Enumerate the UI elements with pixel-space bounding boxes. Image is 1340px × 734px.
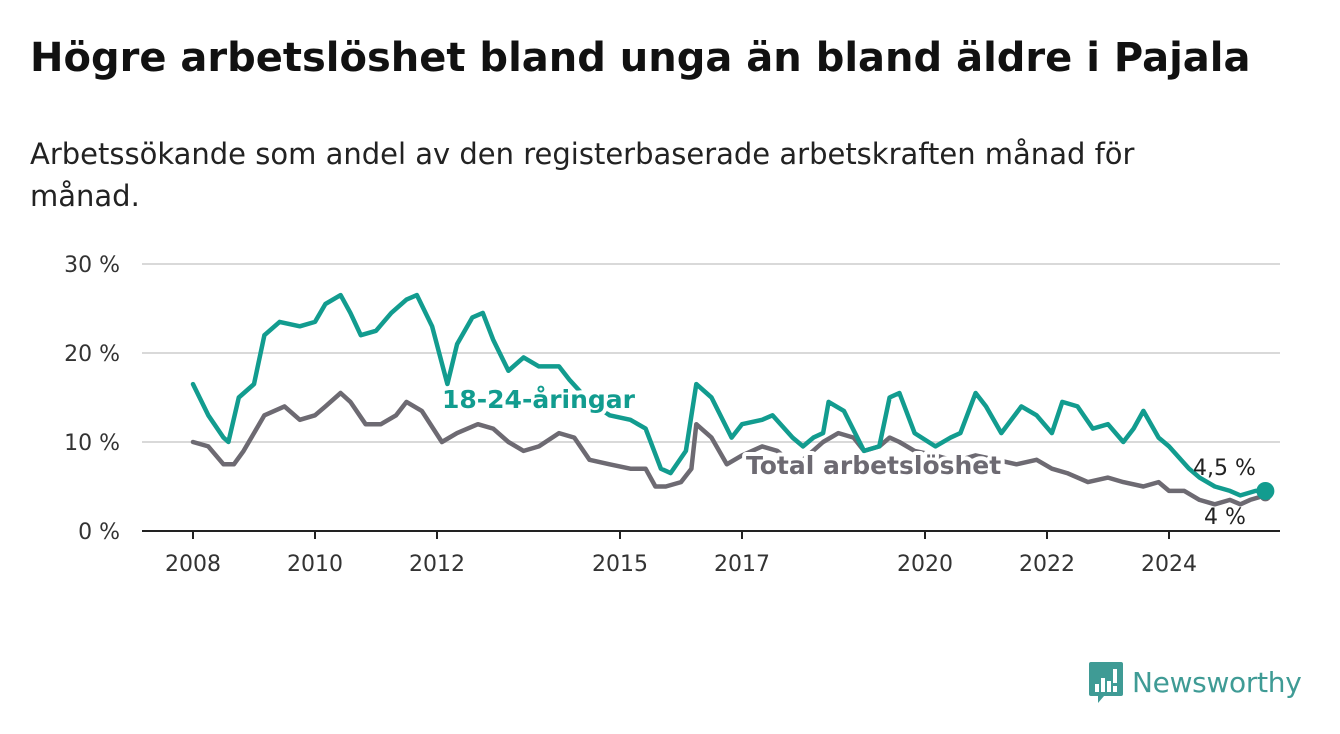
series-label-total: Total arbetslöshet [746, 451, 1001, 480]
x-tick-label: 2020 [897, 552, 953, 577]
y-tick-label: 10 % [64, 431, 120, 456]
end-point-youth [1256, 481, 1275, 500]
x-tick-label: 2015 [592, 552, 648, 577]
x-tick-label: 2008 [165, 552, 221, 577]
series-label-youth: 18-24-åringar [442, 385, 636, 414]
y-axis-ticks: 0 % 10 % 20 % 30 % [64, 253, 120, 545]
line-chart: 0 % 10 % 20 % 30 % 2008 2010 2012 2015 2017 2020… [64, 253, 1280, 577]
end-value-label-youth: 4,5 % [1193, 456, 1256, 481]
chart-title: Högre arbetslöshet bland unga än bland ä… [30, 35, 1251, 81]
x-axis-ticks: 2008 2010 2012 2015 2017 2020 2022 2024 [165, 531, 1197, 577]
series-line-total [190, 390, 1268, 507]
y-tick-label: 0 % [78, 520, 120, 545]
x-tick-label: 2012 [409, 552, 465, 577]
chart-subtitle: Arbetssökande som andel av den registerb… [30, 137, 1135, 213]
series-labels: 18-24-åringar Total arbetslöshet 4,5 % 4… [438, 381, 1256, 530]
x-tick-label: 2017 [714, 552, 770, 577]
y-tick-label: 30 % [64, 253, 120, 278]
newsworthy-logo-icon [1089, 662, 1123, 703]
series-lines [190, 292, 1275, 507]
x-tick-label: 2022 [1019, 552, 1075, 577]
x-tick-label: 2024 [1141, 552, 1197, 577]
gridlines [142, 263, 1280, 443]
brand-logo: Newsworthy [1088, 660, 1302, 704]
brand-name: Newsworthy [1132, 665, 1302, 699]
end-value-label-total: 4 % [1204, 505, 1246, 530]
series-line-youth [190, 292, 1268, 498]
x-tick-label: 2010 [287, 552, 343, 577]
y-tick-label: 20 % [64, 342, 120, 367]
